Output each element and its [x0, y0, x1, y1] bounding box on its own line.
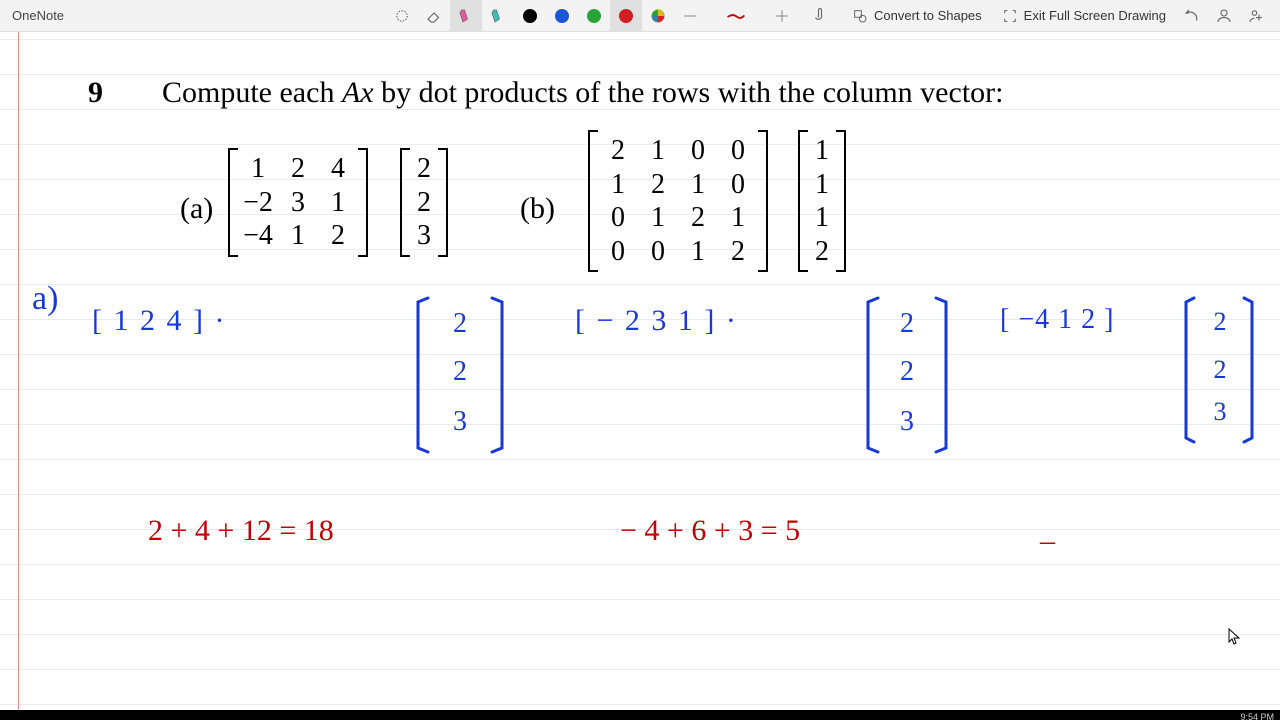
- svg-text:3: 3: [453, 406, 467, 437]
- part-b-label: (b): [520, 192, 555, 226]
- pen-blue-icon[interactable]: [546, 0, 578, 32]
- stroke-preview-icon[interactable]: [706, 0, 766, 32]
- page-content: 9 Compute each Ax by dot products of the…: [0, 32, 1280, 710]
- shapes-icon: [852, 8, 868, 24]
- hw-row2-vec: [ − 2 3 1 ] ·: [575, 304, 738, 338]
- taskbar-clock: 9:54 PM: [1240, 712, 1274, 722]
- pen-black-icon[interactable]: [514, 0, 546, 32]
- stroke-thin-icon[interactable]: [674, 0, 706, 32]
- svg-text:2: 2: [900, 308, 914, 339]
- hw-row2-col: 2 2 3: [862, 290, 952, 460]
- svg-text:2: 2: [1214, 307, 1227, 336]
- problem-number: 9: [88, 76, 103, 110]
- hw-row3-vec: [ −4 1 2 ]: [1000, 304, 1114, 336]
- hw-row3-col: 2 2 3: [1180, 290, 1260, 450]
- matrix-b: 2100 1210 0121 0012: [588, 130, 768, 272]
- toolbar: OneNote: [0, 0, 1280, 32]
- svg-text:2: 2: [1214, 355, 1227, 384]
- touch-icon[interactable]: [804, 0, 836, 32]
- svg-text:2: 2: [453, 356, 467, 387]
- share-user-icon[interactable]: [1240, 0, 1272, 32]
- problem-ax: Ax: [342, 76, 374, 109]
- svg-text:3: 3: [1214, 397, 1227, 426]
- hw-row1-vec: [ 1 2 4 ] ·: [92, 304, 226, 338]
- svg-text:3: 3: [900, 406, 914, 437]
- user-icon[interactable]: [1208, 0, 1240, 32]
- convert-shapes-label: Convert to Shapes: [874, 8, 982, 23]
- matrix-a: 124 −231 −412: [228, 148, 368, 257]
- vector-b: 1 1 1 2: [798, 130, 846, 272]
- lasso-select-icon[interactable]: [386, 0, 418, 32]
- hw-calc2: − 4 + 6 + 3 = 5: [620, 514, 800, 548]
- pen-red-icon[interactable]: [610, 0, 642, 32]
- tool-group-lasso: [386, 0, 450, 32]
- exit-fullscreen-label: Exit Full Screen Drawing: [1024, 8, 1166, 23]
- app-name: OneNote: [8, 8, 64, 23]
- hw-row1-col: 2 2 3: [410, 290, 510, 460]
- page[interactable]: 9 Compute each Ax by dot products of the…: [0, 32, 1280, 710]
- pen-green-icon[interactable]: [578, 0, 610, 32]
- hw-calc3: –: [1040, 524, 1055, 558]
- convert-shapes-button[interactable]: Convert to Shapes: [842, 0, 992, 32]
- vector-a: 2 2 3: [400, 148, 448, 257]
- hw-part-label: a): [32, 280, 58, 318]
- stroke-thick-icon[interactable]: [766, 0, 798, 32]
- hw-calc1: 2 + 4 + 12 = 18: [148, 514, 334, 548]
- taskbar[interactable]: 9:54 PM: [0, 710, 1280, 720]
- tool-group-highlighter: [450, 0, 514, 32]
- undo-icon[interactable]: [1176, 0, 1208, 32]
- highlighter-pink-icon[interactable]: [450, 0, 482, 32]
- color-wheel-icon[interactable]: [642, 0, 674, 32]
- highlighter-teal-icon[interactable]: [482, 0, 514, 32]
- tool-group-colors: [514, 0, 674, 32]
- eraser-icon[interactable]: [418, 0, 450, 32]
- svg-text:2: 2: [453, 308, 467, 339]
- part-a-label: (a): [180, 192, 213, 226]
- exit-fullscreen-button[interactable]: Exit Full Screen Drawing: [992, 0, 1176, 32]
- problem-text: Compute each Ax by dot products of the r…: [162, 76, 1003, 110]
- tool-group-stroke: [674, 0, 798, 32]
- exit-fullscreen-icon: [1002, 8, 1018, 24]
- svg-text:2: 2: [900, 356, 914, 387]
- problem-text-after: by dot products of the rows with the col…: [374, 76, 1004, 109]
- problem-text-before: Compute each: [162, 76, 342, 109]
